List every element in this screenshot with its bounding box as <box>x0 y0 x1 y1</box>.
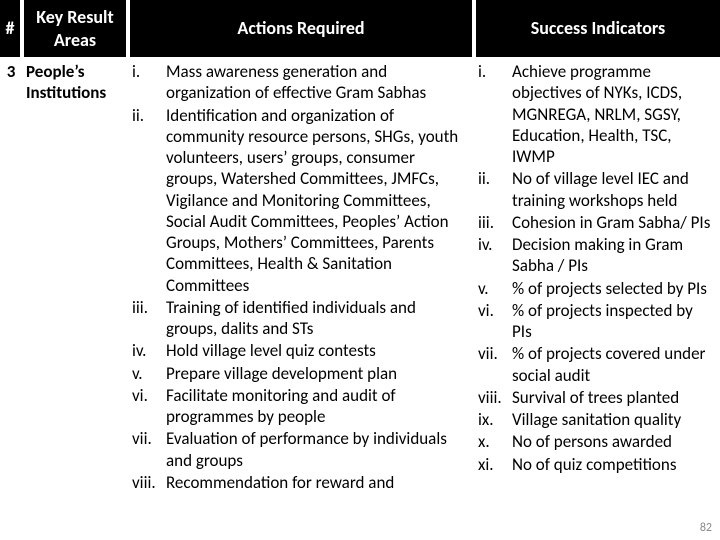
list-marker: iv. <box>132 340 166 361</box>
list-marker: xi. <box>478 454 512 475</box>
list-item: i.Achieve programme objectives of NYKs, … <box>478 61 716 167</box>
success-list: i.Achieve programme objectives of NYKs, … <box>478 61 716 475</box>
page-number: 82 <box>700 521 712 536</box>
list-marker: ii. <box>478 168 512 189</box>
row-kra: People’s Institutions <box>22 57 128 494</box>
list-marker: v. <box>478 278 512 299</box>
list-marker: iii. <box>478 212 512 233</box>
list-marker: i. <box>478 61 512 82</box>
list-text: % of projects inspected by PIs <box>512 300 716 343</box>
list-text: Survival of trees planted <box>512 387 716 408</box>
list-text: No of village level IEC and training wor… <box>512 168 716 211</box>
list-item: iii.Training of identified individuals a… <box>132 297 470 340</box>
list-item: i.Mass awareness generation and organiza… <box>132 61 470 104</box>
list-text: No of quiz competitions <box>512 454 716 475</box>
list-text: Prepare village development plan <box>166 363 470 384</box>
list-text: Cohesion in Gram Sabha/ PIs <box>512 212 716 233</box>
list-item: iii.Cohesion in Gram Sabha/ PIs <box>478 212 716 233</box>
list-marker: ix. <box>478 409 512 430</box>
list-item: iv.Hold village level quiz contests <box>132 340 470 361</box>
table-header-row: # Key Result Areas Actions Required Succ… <box>0 0 720 57</box>
list-text: % of projects selected by PIs <box>512 278 716 299</box>
list-text: Recommendation for reward and <box>166 472 470 493</box>
list-marker: ii. <box>132 105 166 126</box>
kra-table: # Key Result Areas Actions Required Succ… <box>0 0 720 494</box>
table-row: 3 People’s Institutions i.Mass awareness… <box>0 57 720 494</box>
list-item: vii.Evaluation of performance by individ… <box>132 428 470 471</box>
list-marker: iv. <box>478 234 512 255</box>
list-text: Hold village level quiz contests <box>166 340 470 361</box>
list-text: Identification and organization of commu… <box>166 105 470 296</box>
list-item: vi.Facilitate monitoring and audit of pr… <box>132 385 470 428</box>
list-item: v.% of projects selected by PIs <box>478 278 716 299</box>
col-header-success: Success Indicators <box>474 0 720 57</box>
row-success: i.Achieve programme objectives of NYKs, … <box>474 57 720 494</box>
list-marker: x. <box>478 431 512 452</box>
list-marker: viii. <box>478 387 512 408</box>
list-item: v.Prepare village development plan <box>132 363 470 384</box>
row-actions: i.Mass awareness generation and organiza… <box>128 57 474 494</box>
list-marker: iii. <box>132 297 166 318</box>
list-item: ix.Village sanitation quality <box>478 409 716 430</box>
list-text: % of projects covered under social audit <box>512 343 716 386</box>
col-header-num: # <box>0 0 22 57</box>
list-item: ii.No of village level IEC and training … <box>478 168 716 211</box>
list-text: Achieve programme objectives of NYKs, IC… <box>512 61 716 167</box>
list-text: Decision making in Gram Sabha / PIs <box>512 234 716 277</box>
list-item: viii.Survival of trees planted <box>478 387 716 408</box>
list-text: No of persons awarded <box>512 431 716 452</box>
list-marker: vi. <box>132 385 166 406</box>
list-text: Mass awareness generation and organizati… <box>166 61 470 104</box>
list-item: iv.Decision making in Gram Sabha / PIs <box>478 234 716 277</box>
list-item: xi.No of quiz competitions <box>478 454 716 475</box>
list-marker: vii. <box>478 343 512 364</box>
list-item: vii.% of projects covered under social a… <box>478 343 716 386</box>
list-marker: vi. <box>478 300 512 321</box>
list-text: Village sanitation quality <box>512 409 716 430</box>
list-marker: v. <box>132 363 166 384</box>
col-header-kra: Key Result Areas <box>22 0 128 57</box>
list-marker: vii. <box>132 428 166 449</box>
list-text: Training of identified individuals and g… <box>166 297 470 340</box>
row-number: 3 <box>0 57 22 494</box>
list-item: ii.Identification and organization of co… <box>132 105 470 296</box>
list-item: vi.% of projects inspected by PIs <box>478 300 716 343</box>
list-text: Facilitate monitoring and audit of progr… <box>166 385 470 428</box>
actions-list: i.Mass awareness generation and organiza… <box>132 61 470 493</box>
list-item: x.No of persons awarded <box>478 431 716 452</box>
list-marker: i. <box>132 61 166 82</box>
list-item: viii.Recommendation for reward and <box>132 472 470 493</box>
list-marker: viii. <box>132 472 166 493</box>
list-text: Evaluation of performance by individuals… <box>166 428 470 471</box>
col-header-actions: Actions Required <box>128 0 474 57</box>
